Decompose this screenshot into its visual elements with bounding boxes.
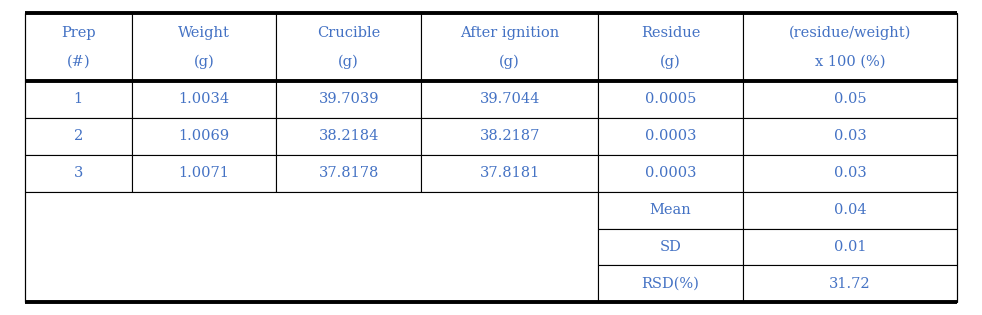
Bar — [598, 13, 742, 81]
Text: 31.72: 31.72 — [830, 277, 871, 291]
Bar — [742, 266, 957, 302]
Bar — [598, 117, 742, 155]
Bar — [742, 117, 957, 155]
Bar — [132, 81, 277, 117]
Text: 1: 1 — [74, 92, 82, 106]
Bar — [132, 117, 277, 155]
Bar — [742, 192, 957, 228]
Bar — [742, 81, 957, 117]
Bar — [277, 117, 421, 155]
Bar — [421, 117, 598, 155]
Text: 0.05: 0.05 — [834, 92, 866, 106]
Text: 1.0034: 1.0034 — [179, 92, 230, 106]
Text: Crucible: Crucible — [317, 26, 380, 40]
Text: 3: 3 — [74, 166, 82, 180]
Bar — [25, 13, 132, 81]
Bar — [742, 13, 957, 81]
Bar — [598, 266, 742, 302]
Bar — [742, 228, 957, 266]
Text: RSD(%): RSD(%) — [641, 277, 699, 291]
Text: 0.03: 0.03 — [834, 166, 866, 180]
Text: Residue: Residue — [641, 26, 700, 40]
Text: 39.7044: 39.7044 — [479, 92, 540, 106]
Text: 39.7039: 39.7039 — [318, 92, 379, 106]
Text: Prep: Prep — [61, 26, 95, 40]
Bar — [277, 13, 421, 81]
Text: 0.01: 0.01 — [834, 240, 866, 254]
Text: x 100 (%): x 100 (%) — [815, 54, 886, 69]
Bar — [277, 81, 421, 117]
Bar — [132, 155, 277, 192]
Bar — [598, 81, 742, 117]
Bar — [132, 13, 277, 81]
Bar — [421, 155, 598, 192]
Text: 0.0003: 0.0003 — [645, 129, 696, 143]
Text: 2: 2 — [74, 129, 82, 143]
Bar — [598, 155, 742, 192]
Text: Weight: Weight — [178, 26, 230, 40]
Bar — [25, 155, 132, 192]
Text: 0.03: 0.03 — [834, 129, 866, 143]
Text: 1.0069: 1.0069 — [179, 129, 230, 143]
Bar — [25, 117, 132, 155]
Text: (g): (g) — [499, 54, 520, 69]
Text: 37.8178: 37.8178 — [318, 166, 379, 180]
Text: (#): (#) — [67, 54, 90, 69]
Text: After ignition: After ignition — [460, 26, 560, 40]
Text: SD: SD — [660, 240, 682, 254]
Text: 0.04: 0.04 — [834, 203, 866, 217]
Text: 1.0071: 1.0071 — [179, 166, 230, 180]
Bar — [277, 155, 421, 192]
Bar — [421, 81, 598, 117]
Text: (residue/weight): (residue/weight) — [789, 26, 911, 40]
Text: (g): (g) — [339, 54, 359, 69]
Bar — [742, 155, 957, 192]
Text: 0.0005: 0.0005 — [645, 92, 696, 106]
Bar — [25, 192, 598, 302]
Text: (g): (g) — [660, 54, 681, 69]
Bar — [25, 81, 132, 117]
Text: 38.2187: 38.2187 — [479, 129, 540, 143]
Text: 38.2184: 38.2184 — [318, 129, 379, 143]
Bar — [598, 192, 742, 228]
Text: 37.8181: 37.8181 — [479, 166, 540, 180]
Bar — [421, 13, 598, 81]
Text: (g): (g) — [193, 54, 214, 69]
Text: 0.0003: 0.0003 — [645, 166, 696, 180]
Text: Mean: Mean — [650, 203, 691, 217]
Bar — [598, 228, 742, 266]
